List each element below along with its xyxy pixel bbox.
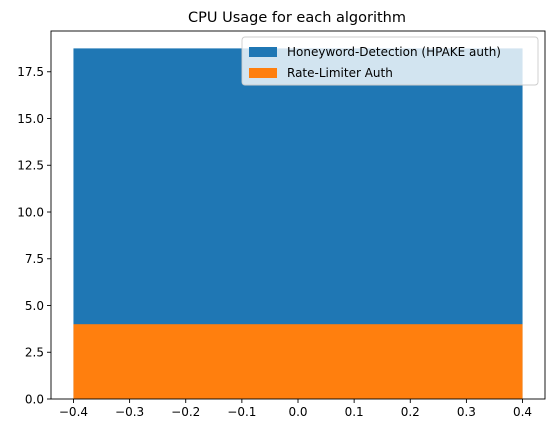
y-tick-label: 15.0: [17, 112, 44, 126]
axes: −0.4 −0.3 −0.2 −0.1 0.0 0.1 0.2 0.3 0.4 0.0 2.5 5.0…: [17, 30, 546, 419]
legend-box: [241, 36, 539, 86]
y-tick-label: 17.5: [17, 65, 44, 79]
chart-title: CPU Usage for each algorithm: [188, 10, 406, 26]
legend-swatch: [249, 47, 277, 57]
x-tick-label: 0.4: [513, 405, 532, 419]
x-tick-label: −0.4: [59, 405, 88, 419]
legend-label: Rate-Limiter Auth: [287, 66, 393, 80]
x-tick-label: 0.0: [288, 405, 307, 419]
legend-swatch: [249, 68, 277, 78]
legend-label: Honeyword-Detection (HPAKE auth): [287, 45, 501, 59]
bars: [73, 48, 523, 399]
y-tick-label: 2.5: [25, 346, 44, 360]
y-tick-label: 12.5: [17, 159, 44, 173]
x-tick-label: −0.1: [227, 405, 256, 419]
y-tick-label: 10.0: [17, 205, 44, 219]
x-tick-label: 0.3: [457, 405, 476, 419]
bar-series-2: [73, 324, 523, 399]
legend: Honeyword-Detection (HPAKE auth) Rate-Lim…: [241, 36, 539, 86]
x-tick-label: 0.1: [345, 405, 364, 419]
x-tick-label: 0.2: [401, 405, 420, 419]
y-tick-label: 7.5: [25, 252, 44, 266]
y-tick-label: 5.0: [25, 299, 44, 313]
y-tick-label: 0.0: [25, 392, 44, 406]
x-tick-label: −0.2: [171, 405, 200, 419]
x-tick-label: −0.3: [115, 405, 144, 419]
